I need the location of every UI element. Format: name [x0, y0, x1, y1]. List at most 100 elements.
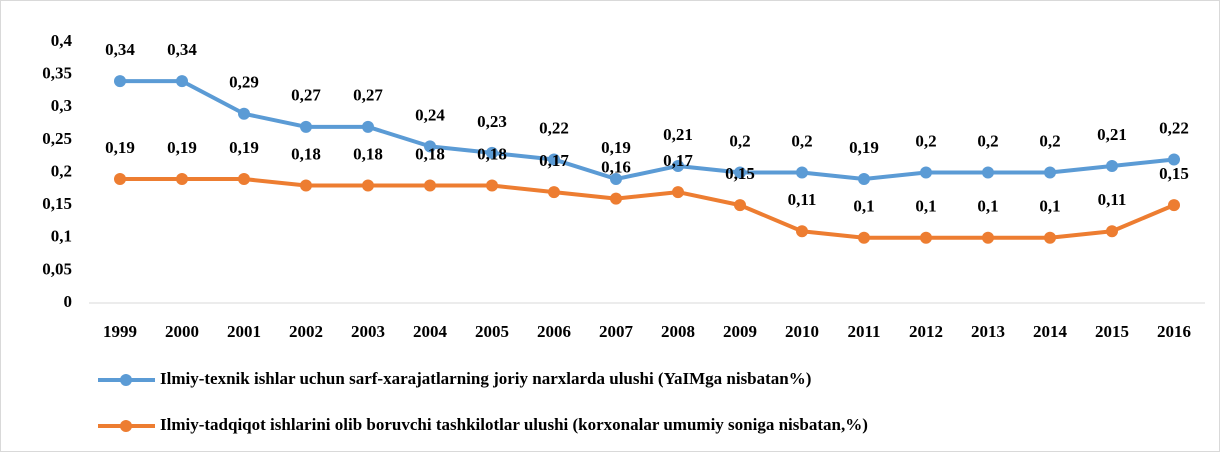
x-tick-label: 2011: [847, 322, 880, 341]
x-tick-label: 2003: [351, 322, 385, 341]
x-tick-label: 2007: [599, 322, 634, 341]
data-label: 0,2: [915, 131, 936, 150]
data-label: 0,18: [415, 144, 445, 163]
data-point: [1044, 166, 1056, 179]
data-point: [920, 166, 932, 179]
data-point: [1106, 225, 1118, 238]
x-tick-label: 2015: [1095, 322, 1129, 341]
data-point: [548, 153, 560, 166]
data-label: 0,22: [1159, 118, 1189, 137]
data-label: 0,15: [725, 164, 755, 183]
data-point: [734, 199, 746, 212]
data-label: 0,23: [477, 112, 507, 131]
x-tick-label: 2000: [165, 322, 199, 341]
data-point: [796, 225, 808, 238]
data-label: 0,24: [415, 105, 445, 124]
data-label: 0,18: [477, 144, 507, 163]
data-label: 0,19: [849, 138, 879, 157]
data-point: [734, 166, 746, 179]
y-tick-label: 0,1: [51, 227, 72, 246]
data-point: [238, 173, 250, 186]
data-point: [982, 231, 994, 244]
x-tick-label: 2009: [723, 322, 757, 341]
data-point: [1168, 153, 1180, 166]
data-label: 0,1: [853, 197, 874, 216]
y-tick-label: 0,2: [51, 161, 72, 180]
x-tick-label: 2004: [413, 322, 448, 341]
data-point: [1168, 199, 1180, 212]
data-label: 0,27: [353, 86, 383, 105]
x-tick-label: 2005: [475, 322, 509, 341]
data-point: [982, 166, 994, 179]
data-label: 0,19: [105, 138, 135, 157]
data-point: [1106, 159, 1118, 172]
data-point: [672, 186, 684, 199]
data-point: [114, 173, 126, 186]
data-label: 0,1: [1039, 197, 1060, 216]
data-label: 0,22: [539, 118, 569, 137]
legend-label: Ilmiy-tadqiqot ishlarini olib boruvchi t…: [160, 415, 868, 434]
x-tick-label: 2008: [661, 322, 695, 341]
data-label: 0,2: [791, 131, 812, 150]
series-line: [120, 79, 1175, 182]
data-point: [424, 179, 436, 192]
data-point: [300, 120, 312, 133]
legend-label: Ilmiy-texnik ishlar uchun sarf-xarajatla…: [160, 369, 811, 388]
data-point: [176, 173, 188, 186]
data-point: [858, 173, 870, 186]
data-label: 0,27: [291, 86, 321, 105]
series-line: [120, 177, 1175, 240]
y-tick-label: 0,05: [42, 259, 72, 278]
data-point: [362, 120, 374, 133]
data-label: 0,2: [977, 131, 998, 150]
data-label: 0,18: [353, 144, 383, 163]
data-point: [238, 107, 250, 120]
data-point: [486, 179, 498, 192]
data-point: [610, 192, 622, 205]
x-tick-label: 2002: [289, 322, 323, 341]
data-label: 0,29: [229, 73, 259, 92]
x-tick-label: 2014: [1033, 322, 1068, 341]
data-label: 0,17: [539, 151, 569, 170]
x-tick-label: 2016: [1157, 322, 1191, 341]
data-point: [424, 140, 436, 153]
data-point: [176, 75, 188, 88]
legend-marker: [120, 420, 132, 432]
data-point: [610, 173, 622, 186]
data-point: [114, 75, 126, 88]
data-label: 0,19: [229, 138, 259, 157]
data-label: 0,1: [977, 197, 998, 216]
data-point: [672, 159, 684, 172]
data-label: 0,11: [788, 190, 817, 209]
data-point: [548, 186, 560, 199]
y-tick-label: 0,25: [42, 129, 72, 148]
x-tick-label: 2001: [227, 322, 261, 341]
data-label: 0,34: [167, 40, 197, 59]
data-label: 0,1: [915, 197, 936, 216]
data-point: [486, 146, 498, 159]
x-tick-label: 2010: [785, 322, 819, 341]
y-tick-label: 0: [64, 292, 73, 311]
data-label: 0,15: [1159, 164, 1189, 183]
data-point: [300, 179, 312, 192]
data-label: 0,18: [291, 144, 321, 163]
data-label: 0,19: [601, 138, 631, 157]
y-tick-label: 0,3: [51, 96, 72, 115]
y-tick-label: 0,4: [51, 31, 73, 50]
data-label: 0,17: [663, 151, 693, 170]
data-label: 0,19: [167, 138, 197, 157]
data-label: 0,11: [1098, 190, 1127, 209]
data-point: [362, 179, 374, 192]
data-point: [858, 231, 870, 244]
legend-marker: [120, 374, 132, 386]
data-label: 0,21: [663, 125, 693, 144]
x-tick-label: 2012: [909, 322, 943, 341]
data-label: 0,21: [1097, 125, 1127, 144]
data-label: 0,2: [1039, 131, 1060, 150]
y-tick-label: 0,35: [42, 64, 72, 83]
x-tick-label: 2013: [971, 322, 1005, 341]
data-label: 0,16: [601, 158, 631, 177]
data-point: [920, 231, 932, 244]
